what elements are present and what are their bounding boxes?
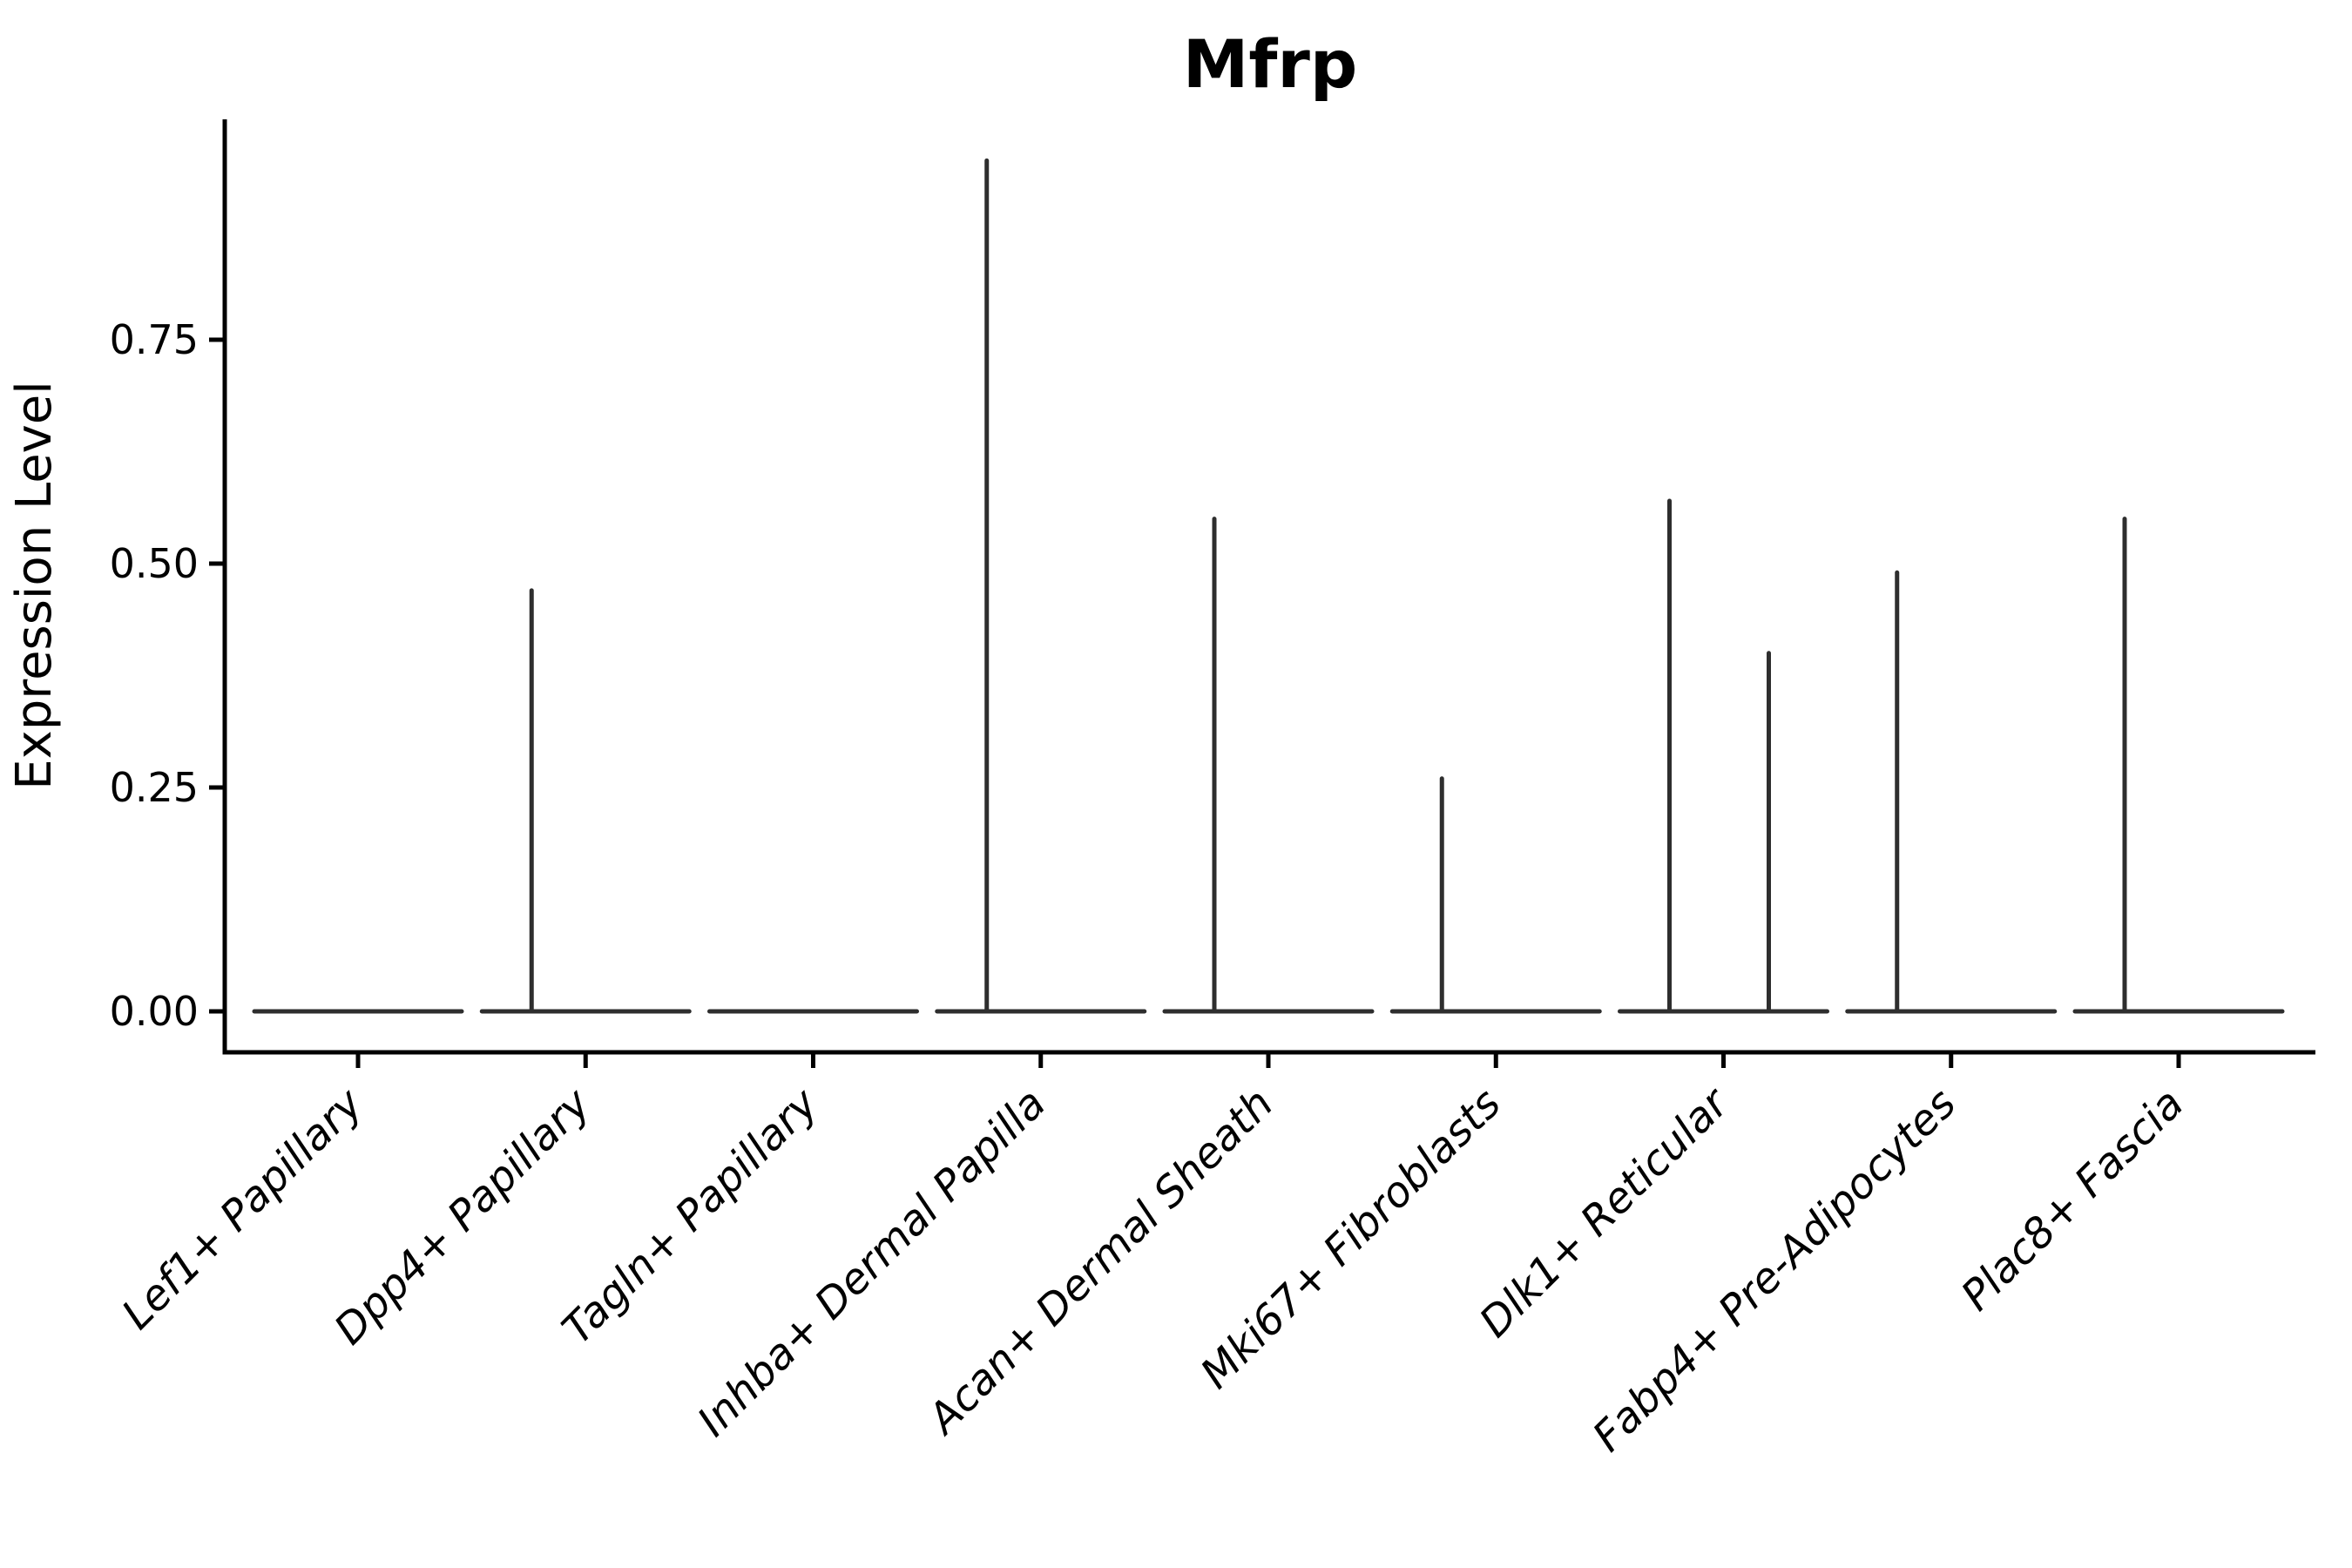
chart-title: Mfrp bbox=[1183, 25, 1358, 103]
violin bbox=[1162, 517, 1375, 1014]
y-tick-label: 0.75 bbox=[110, 316, 199, 363]
x-tick-label: Plac8+ Fascia bbox=[1952, 1079, 2193, 1321]
violin bbox=[1845, 570, 2058, 1014]
violin bbox=[1389, 776, 1602, 1014]
y-ticks: 0.00 0.25 0.50 0.75 bbox=[110, 316, 225, 1035]
y-tick-label: 0.00 bbox=[110, 988, 199, 1035]
x-tick-label: Fabp4+ Pre-Adipocytes bbox=[1584, 1079, 1966, 1462]
x-tick-label: Lef1+ Papillary bbox=[112, 1078, 373, 1339]
violin bbox=[2072, 517, 2285, 1014]
violins bbox=[252, 158, 2285, 1014]
x-tick-label: Dlk1+ Reticular bbox=[1470, 1078, 1740, 1348]
y-axis-label: Expression Level bbox=[6, 381, 63, 790]
y-tick-label: 0.50 bbox=[110, 540, 199, 587]
y-tick-label: 0.25 bbox=[110, 764, 199, 811]
violin bbox=[935, 158, 1147, 1014]
violin bbox=[1618, 498, 1829, 1014]
axes bbox=[222, 119, 2315, 1055]
violin bbox=[479, 588, 692, 1014]
